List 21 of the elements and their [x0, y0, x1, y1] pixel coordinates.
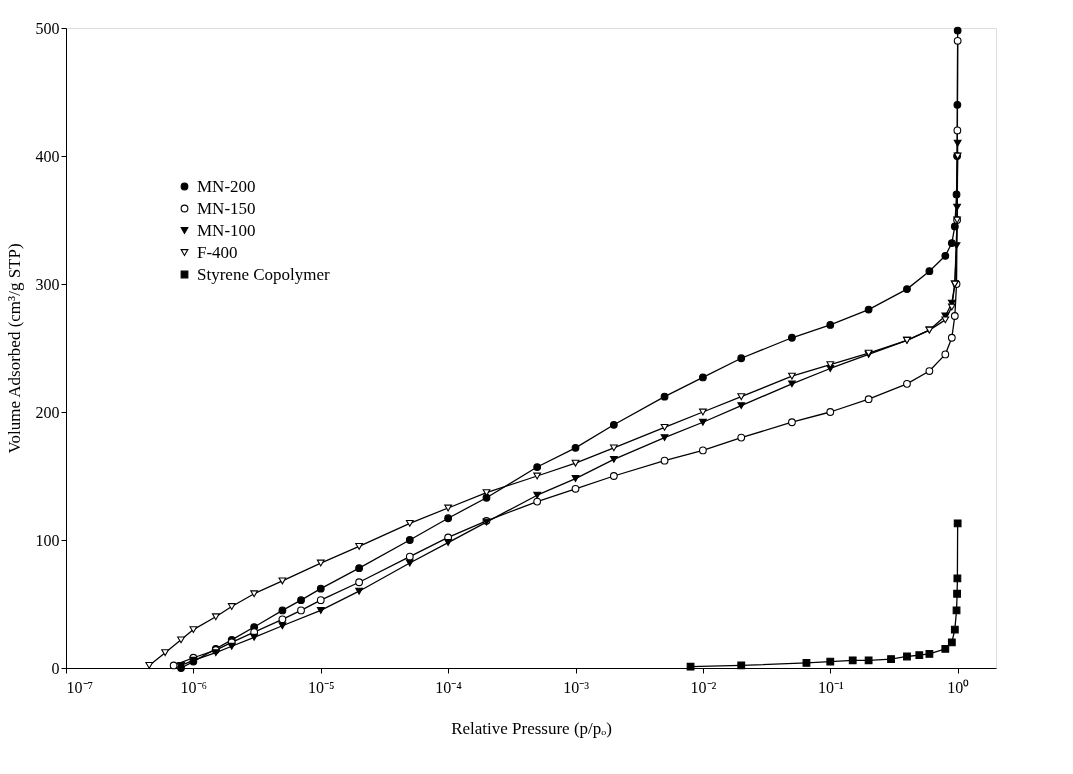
- legend-label: MN-100: [197, 220, 256, 240]
- x-tick-label: 10⁻¹: [817, 678, 844, 696]
- y-tick-label: 0: [51, 659, 60, 677]
- y-axis-title: Volume Adsorbed (cm³/g STP): [4, 243, 24, 454]
- x-tick-label: 10⁻²: [690, 678, 717, 696]
- x-axis-title: Relative Pressure (p/pₒ): [451, 718, 612, 738]
- x-tick-label: 10⁻⁷: [66, 678, 94, 696]
- y-tick-label: 400: [35, 147, 60, 165]
- legend-label: MN-150: [197, 198, 256, 218]
- legend-label: F-400: [197, 242, 238, 262]
- y-tick-label: 100: [35, 531, 60, 549]
- x-tick-label: 10⁻⁴: [435, 678, 463, 696]
- y-tick-label: 200: [35, 403, 60, 421]
- x-tick-label: 10⁰: [947, 678, 970, 696]
- x-tick-label: 10⁻⁵: [307, 678, 335, 696]
- y-tick-label: 500: [35, 19, 60, 37]
- legend-label: Styrene Copolymer: [197, 264, 331, 284]
- x-tick-label: 10⁻⁶: [180, 678, 208, 696]
- legend-label: MN-200: [197, 176, 256, 196]
- y-tick-label: 300: [35, 275, 60, 293]
- x-tick-label: 10⁻³: [563, 678, 590, 696]
